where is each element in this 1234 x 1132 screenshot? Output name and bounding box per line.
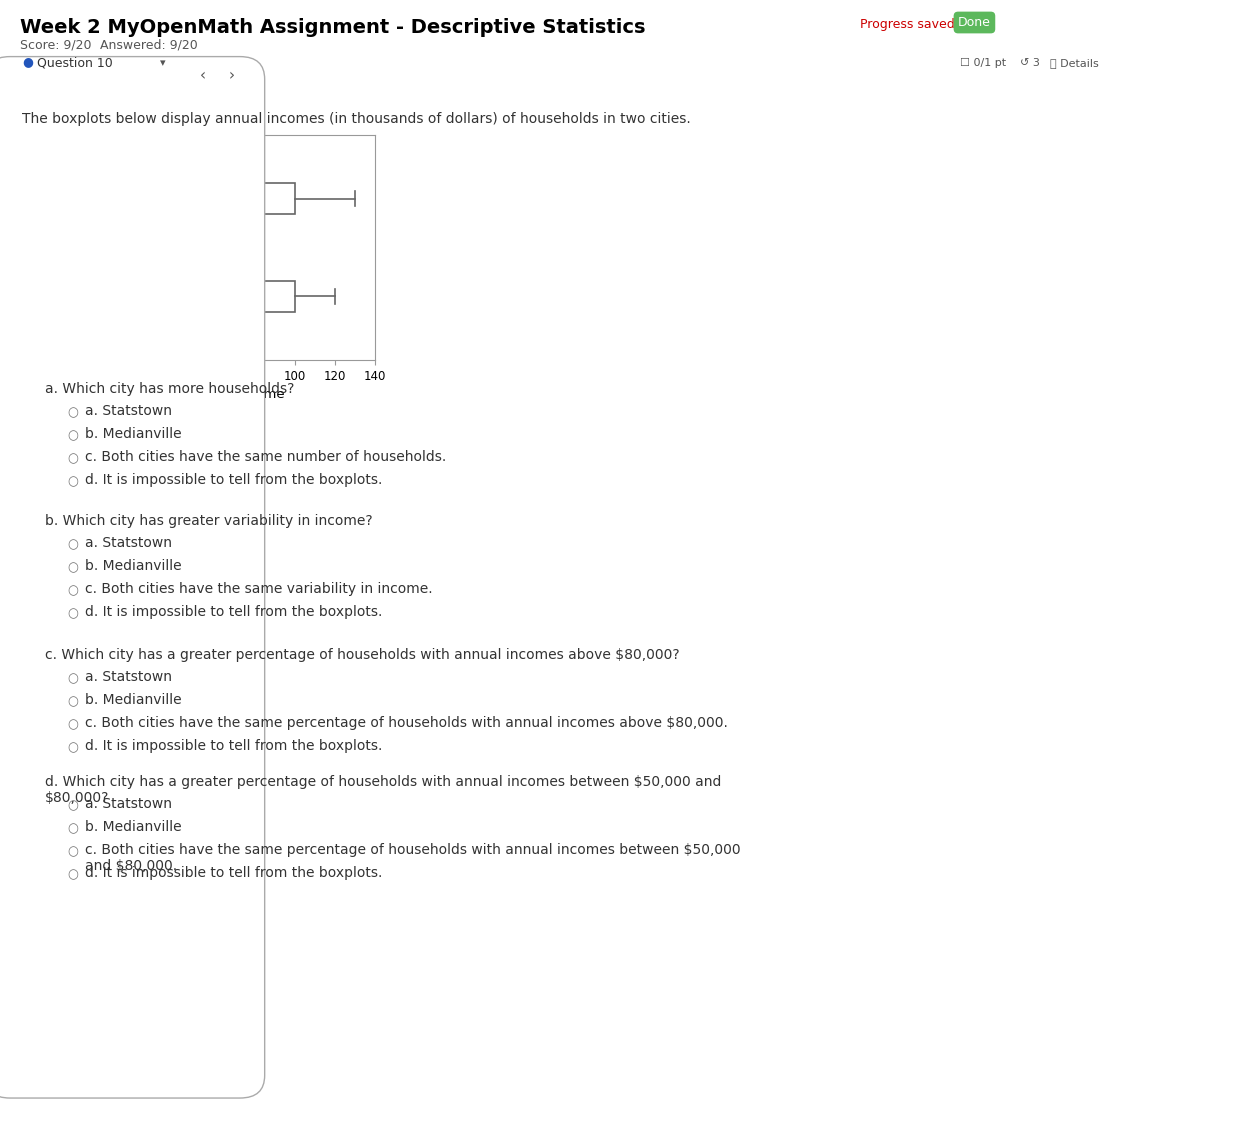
Text: ○: ○ xyxy=(67,475,78,488)
Bar xyxy=(215,281,295,312)
Text: ○: ○ xyxy=(67,799,78,812)
Text: ‹: ‹ xyxy=(200,69,206,84)
Text: d. It is impossible to tell from the boxplots.: d. It is impossible to tell from the box… xyxy=(85,739,383,753)
Text: ○: ○ xyxy=(67,538,78,551)
Text: d. It is impossible to tell from the boxplots.: d. It is impossible to tell from the box… xyxy=(85,604,383,619)
Text: ▾: ▾ xyxy=(160,58,165,68)
Text: d. Which city has a greater percentage of households with annual incomes between: d. Which city has a greater percentage o… xyxy=(44,775,722,805)
Text: ○: ○ xyxy=(67,718,78,731)
Text: b. Medianville: b. Medianville xyxy=(85,559,181,573)
Text: b. Medianville: b. Medianville xyxy=(85,820,181,834)
Text: ☐ 0/1 pt: ☐ 0/1 pt xyxy=(960,58,1006,68)
Text: Score: 9/20: Score: 9/20 xyxy=(20,38,91,51)
Text: ›: › xyxy=(230,69,234,84)
Text: d. It is impossible to tell from the boxplots.: d. It is impossible to tell from the box… xyxy=(85,473,383,487)
Text: ↺ 3: ↺ 3 xyxy=(1021,58,1040,68)
Text: a. Statstown: a. Statstown xyxy=(85,797,172,811)
Text: c. Both cities have the same percentage of households with annual incomes above : c. Both cities have the same percentage … xyxy=(85,717,728,730)
Text: ○: ○ xyxy=(67,844,78,858)
Text: Week 2 MyOpenMath Assignment - Descriptive Statistics: Week 2 MyOpenMath Assignment - Descripti… xyxy=(20,18,645,37)
Text: c. Both cities have the same variability in income.: c. Both cities have the same variability… xyxy=(85,582,433,597)
Text: Done: Done xyxy=(958,16,991,29)
Text: ○: ○ xyxy=(67,561,78,574)
Text: a. Which city has more households?: a. Which city has more households? xyxy=(44,381,295,396)
Text: a. Statstown: a. Statstown xyxy=(85,535,172,550)
Text: b. Which city has greater variability in income?: b. Which city has greater variability in… xyxy=(44,514,373,528)
Text: ○: ○ xyxy=(67,822,78,835)
Text: ○: ○ xyxy=(67,868,78,881)
Text: ○: ○ xyxy=(67,695,78,708)
Text: Progress saved: Progress saved xyxy=(860,18,955,31)
Text: ○: ○ xyxy=(67,406,78,419)
Text: Answered: 9/20: Answered: 9/20 xyxy=(100,38,197,51)
Text: c. Both cities have the same number of households.: c. Both cities have the same number of h… xyxy=(85,451,447,464)
Bar xyxy=(215,183,295,214)
Text: d. It is impossible to tell from the boxplots.: d. It is impossible to tell from the box… xyxy=(85,866,383,880)
Text: ○: ○ xyxy=(67,429,78,441)
Text: b. Medianville: b. Medianville xyxy=(85,693,181,708)
Text: c. Both cities have the same percentage of households with annual incomes betwee: c. Both cities have the same percentage … xyxy=(85,843,740,873)
Text: Submit Question: Submit Question xyxy=(30,940,141,952)
Text: a. Statstown: a. Statstown xyxy=(85,670,172,684)
Text: ○: ○ xyxy=(67,584,78,597)
Text: ○: ○ xyxy=(67,452,78,465)
Text: ○: ○ xyxy=(67,741,78,754)
Text: ⏱ Details: ⏱ Details xyxy=(1050,58,1098,68)
X-axis label: Annual Income: Annual Income xyxy=(185,388,285,401)
Text: ●: ● xyxy=(22,55,33,69)
Text: Question 10: Question 10 xyxy=(37,57,112,69)
Text: c. Which city has a greater percentage of households with annual incomes above $: c. Which city has a greater percentage o… xyxy=(44,648,680,662)
Text: ○: ○ xyxy=(67,607,78,620)
Text: The boxplots below display annual incomes (in thousands of dollars) of household: The boxplots below display annual income… xyxy=(22,112,691,126)
Text: ○: ○ xyxy=(67,672,78,685)
Text: b. Medianville: b. Medianville xyxy=(85,427,181,441)
Text: a. Statstown: a. Statstown xyxy=(85,404,172,418)
